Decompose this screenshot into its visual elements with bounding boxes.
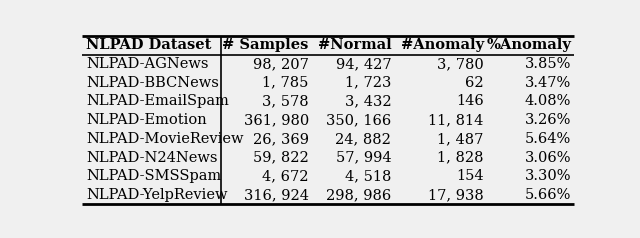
Text: 146: 146: [456, 94, 484, 109]
Text: 3.85%: 3.85%: [525, 57, 571, 71]
Text: 1, 723: 1, 723: [345, 76, 391, 90]
Text: # Samples: # Samples: [223, 38, 309, 52]
Text: #Anomaly: #Anomaly: [401, 38, 484, 52]
Text: 62: 62: [465, 76, 484, 90]
Text: NLPAD-YelpReview: NLPAD-YelpReview: [86, 188, 227, 202]
Text: 17, 938: 17, 938: [428, 188, 484, 202]
Text: 4.08%: 4.08%: [525, 94, 571, 109]
Text: 3.26%: 3.26%: [525, 113, 571, 127]
Text: NLPAD-EmailSpam: NLPAD-EmailSpam: [86, 94, 229, 109]
Text: 298, 986: 298, 986: [326, 188, 391, 202]
Text: 3.47%: 3.47%: [525, 76, 571, 90]
Text: 3, 780: 3, 780: [437, 57, 484, 71]
Text: NLPAD Dataset: NLPAD Dataset: [86, 38, 211, 52]
Text: NLPAD-MovieReview: NLPAD-MovieReview: [86, 132, 243, 146]
Text: 57, 994: 57, 994: [336, 151, 391, 165]
Text: %Anomaly: %Anomaly: [486, 38, 571, 52]
Text: 59, 822: 59, 822: [253, 151, 309, 165]
Text: NLPAD-Emotion: NLPAD-Emotion: [86, 113, 207, 127]
Text: NLPAD-N24News: NLPAD-N24News: [86, 151, 218, 165]
Text: 3, 432: 3, 432: [345, 94, 391, 109]
Text: 3.30%: 3.30%: [525, 169, 571, 183]
Text: 24, 882: 24, 882: [335, 132, 391, 146]
Text: 5.66%: 5.66%: [525, 188, 571, 202]
Text: 1, 487: 1, 487: [437, 132, 484, 146]
Text: 3, 578: 3, 578: [262, 94, 309, 109]
Text: 1, 828: 1, 828: [437, 151, 484, 165]
Text: 11, 814: 11, 814: [428, 113, 484, 127]
Text: #Normal: #Normal: [317, 38, 391, 52]
Text: 1, 785: 1, 785: [262, 76, 309, 90]
Text: NLPAD-AGNews: NLPAD-AGNews: [86, 57, 209, 71]
Text: NLPAD-SMSSpam: NLPAD-SMSSpam: [86, 169, 221, 183]
Text: 5.64%: 5.64%: [525, 132, 571, 146]
Text: 154: 154: [456, 169, 484, 183]
Text: 350, 166: 350, 166: [326, 113, 391, 127]
Text: 361, 980: 361, 980: [244, 113, 309, 127]
Text: 316, 924: 316, 924: [244, 188, 309, 202]
Text: 4, 672: 4, 672: [262, 169, 309, 183]
Text: 94, 427: 94, 427: [336, 57, 391, 71]
Text: 3.06%: 3.06%: [525, 151, 571, 165]
Text: 4, 518: 4, 518: [345, 169, 391, 183]
Text: NLPAD-BBCNews: NLPAD-BBCNews: [86, 76, 219, 90]
Text: 98, 207: 98, 207: [253, 57, 309, 71]
Text: 26, 369: 26, 369: [253, 132, 309, 146]
